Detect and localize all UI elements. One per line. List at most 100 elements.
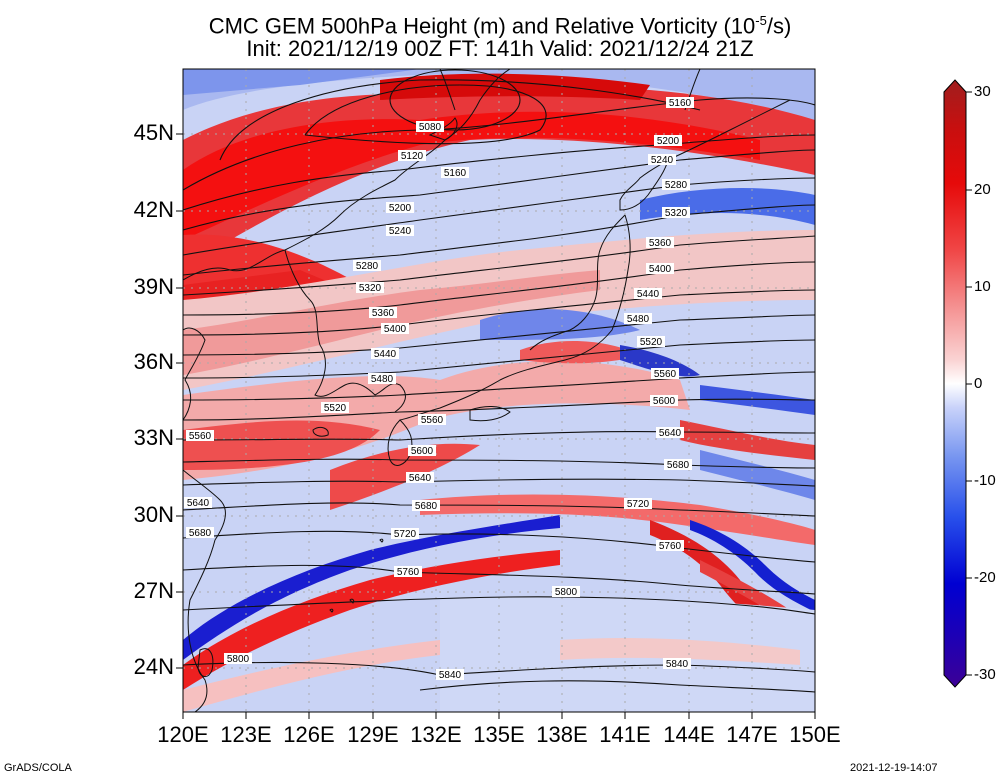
svg-text:5760: 5760 xyxy=(659,541,682,552)
svg-text:5320: 5320 xyxy=(665,208,688,219)
svg-text:5680: 5680 xyxy=(667,460,690,471)
svg-text:5680: 5680 xyxy=(415,501,438,512)
contour-label: 5720 xyxy=(391,528,419,540)
svg-text:5360: 5360 xyxy=(649,238,672,249)
svg-text:5760: 5760 xyxy=(397,567,420,578)
svg-text:5400: 5400 xyxy=(649,264,672,275)
svg-text:5440: 5440 xyxy=(374,349,397,360)
contour-label: 5520 xyxy=(637,336,665,348)
svg-text:5600: 5600 xyxy=(411,446,434,457)
svg-text:5840: 5840 xyxy=(666,659,689,670)
svg-text:5520: 5520 xyxy=(640,337,663,348)
contour-label: 5640 xyxy=(406,472,434,484)
svg-text:5640: 5640 xyxy=(659,428,682,439)
svg-text:5720: 5720 xyxy=(627,499,650,510)
contour-label: 5600 xyxy=(408,445,436,457)
map-title: CMC GEM 500hPa Height (m) and Relative V… xyxy=(208,13,792,39)
lat-label-27n: 27N xyxy=(133,578,174,603)
contour-label: 5720 xyxy=(624,498,652,510)
lon-label-123e: 123E xyxy=(220,722,272,747)
lon-label-135e: 135E xyxy=(473,722,525,747)
lat-label-24n: 24N xyxy=(133,654,174,679)
svg-text:5520: 5520 xyxy=(324,403,347,414)
svg-text:5320: 5320 xyxy=(359,283,382,294)
svg-text:5840: 5840 xyxy=(439,670,462,681)
contour-label: 5680 xyxy=(186,527,214,539)
lat-label-45n: 45N xyxy=(133,120,174,145)
contour-label: 5480 xyxy=(368,373,396,385)
contour-label: 5840 xyxy=(663,658,691,670)
svg-text:5800: 5800 xyxy=(227,654,250,665)
contour-label: 5640 xyxy=(184,497,212,509)
contour-label: 5080 xyxy=(416,121,444,133)
lon-label-120e: 120E xyxy=(157,722,209,747)
contour-label: 5560 xyxy=(651,368,679,380)
contour-label: 5280 xyxy=(353,260,381,272)
svg-text:5720: 5720 xyxy=(394,529,417,540)
svg-text:5160: 5160 xyxy=(444,168,467,179)
lon-label-150e: 150E xyxy=(789,722,841,747)
contour-label: 5680 xyxy=(664,459,692,471)
contour-label: 5320 xyxy=(662,207,690,219)
colorbar-tick-30: 30 xyxy=(974,83,991,100)
contour-label: 5440 xyxy=(371,348,399,360)
svg-text:5280: 5280 xyxy=(356,261,379,272)
contour-label: 5320 xyxy=(356,282,384,294)
lat-label-30n: 30N xyxy=(133,502,174,527)
axis-ticks xyxy=(176,133,816,719)
contour-label: 5360 xyxy=(646,237,674,249)
svg-text:5560: 5560 xyxy=(654,369,677,380)
svg-text:5080: 5080 xyxy=(419,122,442,133)
svg-text:5240: 5240 xyxy=(651,155,674,166)
svg-text:5360: 5360 xyxy=(372,308,395,319)
svg-text:5280: 5280 xyxy=(665,180,688,191)
svg-text:5400: 5400 xyxy=(384,324,407,335)
contour-label: 5760 xyxy=(656,540,684,552)
svg-text:5480: 5480 xyxy=(627,314,650,325)
lon-label-144e: 144E xyxy=(663,722,715,747)
contour-label: 5200 xyxy=(654,135,682,147)
svg-text:5160: 5160 xyxy=(669,98,692,109)
contour-label: 5440 xyxy=(634,288,662,300)
contour-label: 5800 xyxy=(224,653,252,665)
contour-label: 5200 xyxy=(386,202,414,214)
contour-label: 5280 xyxy=(662,179,690,191)
svg-text:5600: 5600 xyxy=(653,396,676,407)
contour-label: 5240 xyxy=(386,225,414,237)
contour-label: 5800 xyxy=(552,586,580,598)
contour-label: 5120 xyxy=(398,150,426,162)
colorbar-tick-0: 0 xyxy=(974,375,983,392)
colorbar-tick-minus10: -10 xyxy=(974,472,996,489)
lat-label-36n: 36N xyxy=(133,349,174,374)
contour-label: 5640 xyxy=(656,427,684,439)
svg-text:5200: 5200 xyxy=(389,203,412,214)
footer-credit: GrADS/COLA xyxy=(4,762,72,774)
svg-text:5240: 5240 xyxy=(389,226,412,237)
map-grid xyxy=(183,69,815,712)
svg-text:5560: 5560 xyxy=(421,415,444,426)
svg-text:5120: 5120 xyxy=(401,151,424,162)
svg-text:5800: 5800 xyxy=(555,587,578,598)
contour-label: 5520 xyxy=(321,402,349,414)
lat-label-33n: 33N xyxy=(133,425,174,450)
lat-label-39n: 39N xyxy=(133,274,174,299)
colorbar-tick-20: 20 xyxy=(974,181,991,198)
svg-text:5200: 5200 xyxy=(657,136,680,147)
svg-text:5680: 5680 xyxy=(189,528,212,539)
lon-label-129e: 129E xyxy=(347,722,399,747)
contour-label: 5680 xyxy=(412,500,440,512)
lat-label-42n: 42N xyxy=(133,197,174,222)
contour-label: 5360 xyxy=(369,307,397,319)
contour-label: 5240 xyxy=(648,154,676,166)
svg-text:5480: 5480 xyxy=(371,374,394,385)
contour-label: 5160 xyxy=(666,97,694,109)
contour-label: 5760 xyxy=(394,566,422,578)
colorbar-tick-minus30: -30 xyxy=(974,666,996,683)
colorbar-tick-10: 10 xyxy=(974,278,991,295)
contour-label: 5600 xyxy=(650,395,678,407)
svg-text:5440: 5440 xyxy=(637,289,660,300)
lon-label-126e: 126E xyxy=(283,722,335,747)
contour-label: 5480 xyxy=(624,313,652,325)
contour-label: 5400 xyxy=(381,323,409,335)
